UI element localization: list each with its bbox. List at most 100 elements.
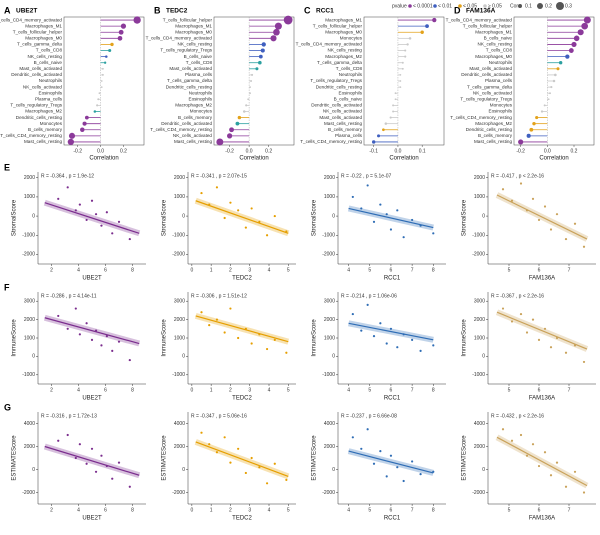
category-label: B_cells_naive <box>484 36 513 41</box>
y-tick-label: 0 <box>182 354 185 360</box>
point <box>432 232 435 235</box>
point <box>200 311 203 314</box>
point <box>117 340 121 343</box>
y-tick-label: 1000 <box>174 194 185 200</box>
lollipop-dot <box>98 92 101 95</box>
category-label: T_cells_CD4_memory_activated <box>146 36 213 41</box>
x-tick-label: 8 <box>131 267 134 273</box>
point <box>379 450 382 453</box>
x-tick-label: 0.0 <box>394 148 401 154</box>
y-axis-label: StromalScore <box>312 199 318 236</box>
point <box>66 327 69 330</box>
x-axis-label: RCC1 <box>384 516 401 522</box>
lollipop-dot <box>235 121 240 126</box>
stat-annotation: R = -0.367 , p < 2.2e-16 <box>491 293 544 299</box>
stat-annotation: R = -0.364 , p = 1.9e-12 <box>41 173 94 179</box>
point <box>537 338 541 341</box>
y-tick-label: 0 <box>482 467 485 473</box>
category-label: Eosinophils <box>189 97 213 102</box>
point <box>531 443 535 446</box>
y-tick-label: -2000 <box>322 252 335 258</box>
y-tick-label: 1000 <box>24 194 35 200</box>
lollipop-dot <box>401 61 404 64</box>
point <box>519 433 523 437</box>
lollipop-dot <box>273 28 280 36</box>
lollipop-dot <box>518 139 524 145</box>
point <box>549 346 553 349</box>
category-label: B_cells_naive <box>34 60 63 65</box>
lollipop-dot <box>565 54 570 59</box>
lollipop-dot <box>573 35 580 42</box>
point <box>117 220 121 223</box>
point <box>501 307 505 310</box>
point <box>432 344 435 347</box>
x-tick-label: -0.2 <box>73 148 82 154</box>
point <box>389 228 393 231</box>
point <box>273 214 276 218</box>
x-axis-label: RCC1 <box>384 396 401 402</box>
y-axis-label: ESTIMATEScore <box>462 435 468 481</box>
legend-title: Cor <box>510 3 518 9</box>
point <box>379 322 382 325</box>
stat-annotation: R = -0.347 , p = 5.06e-16 <box>191 413 247 419</box>
category-label: Monocytes <box>40 121 63 126</box>
lollipop-dot <box>420 30 424 34</box>
x-tick-label: 5 <box>287 387 290 393</box>
stat-annotation: R = -0.417 , p < 2.2e-16 <box>491 173 544 179</box>
x-tick-label: 4 <box>77 387 80 393</box>
category-label: Mast_cells_resting <box>174 139 212 144</box>
category-label: Monocytes <box>190 109 213 114</box>
point <box>573 222 577 225</box>
point <box>582 491 586 494</box>
category-label: T_cells_follicular_helper <box>463 23 513 28</box>
category-label: Dendritic_cells_resting <box>16 115 63 120</box>
point <box>510 199 514 202</box>
legend-size <box>518 4 522 8</box>
category-label: B_cells_naive <box>334 97 363 102</box>
point <box>549 474 553 477</box>
category-label: Macrophages_M1 <box>25 23 62 28</box>
x-axis-label: TEDC2 <box>232 276 252 282</box>
lollipop-dot <box>549 92 551 95</box>
x-tick-label: 7 <box>411 267 414 273</box>
y-tick-label: 2000 <box>174 317 185 323</box>
point <box>543 327 547 330</box>
point <box>372 335 376 338</box>
category-label: Macrophages_M0 <box>475 54 512 59</box>
lollipop-dot <box>399 86 402 88</box>
y-tick-label: 2000 <box>324 444 335 450</box>
category-label: Macrophages_M0 <box>175 29 212 34</box>
category-label: Dendritic_cells_resting <box>466 127 513 132</box>
lollipop-dot <box>237 115 242 120</box>
point <box>366 303 369 306</box>
x-tick-label: 0.1 <box>419 148 426 154</box>
y-tick-label: 0 <box>332 213 335 219</box>
category-label: Macrophages_M2 <box>175 103 212 108</box>
point <box>396 346 399 349</box>
stat-annotation: R = -0.237 , p = 6.66e-08 <box>341 413 397 419</box>
point <box>519 312 523 316</box>
point <box>555 213 559 216</box>
x-tick-label: 0 <box>190 507 193 513</box>
category-label: Plasma_cells <box>335 133 363 138</box>
lollipop-dot <box>255 67 259 71</box>
point <box>100 454 103 457</box>
category-label: T_cells_gamma_delta <box>467 84 512 89</box>
legend-swatch <box>408 4 412 8</box>
x-axis-label: FAM136A <box>529 396 555 402</box>
category-label: T_cells_regulatory_Tregs <box>160 48 212 53</box>
point <box>74 456 77 460</box>
point <box>389 454 393 457</box>
y-tick-label: 0 <box>32 213 35 219</box>
point <box>360 207 363 210</box>
x-tick-label: 5 <box>287 507 290 513</box>
x-tick-label: 7 <box>568 267 571 273</box>
lollipop-dot <box>80 127 85 133</box>
category-label: T_cells_CD8 <box>336 66 363 71</box>
lollipop-dot <box>540 110 544 113</box>
point <box>237 447 240 450</box>
lollipop-dot <box>553 73 557 77</box>
point <box>360 329 363 332</box>
panel-label: C <box>304 5 311 15</box>
y-tick-label: 2000 <box>324 175 335 181</box>
